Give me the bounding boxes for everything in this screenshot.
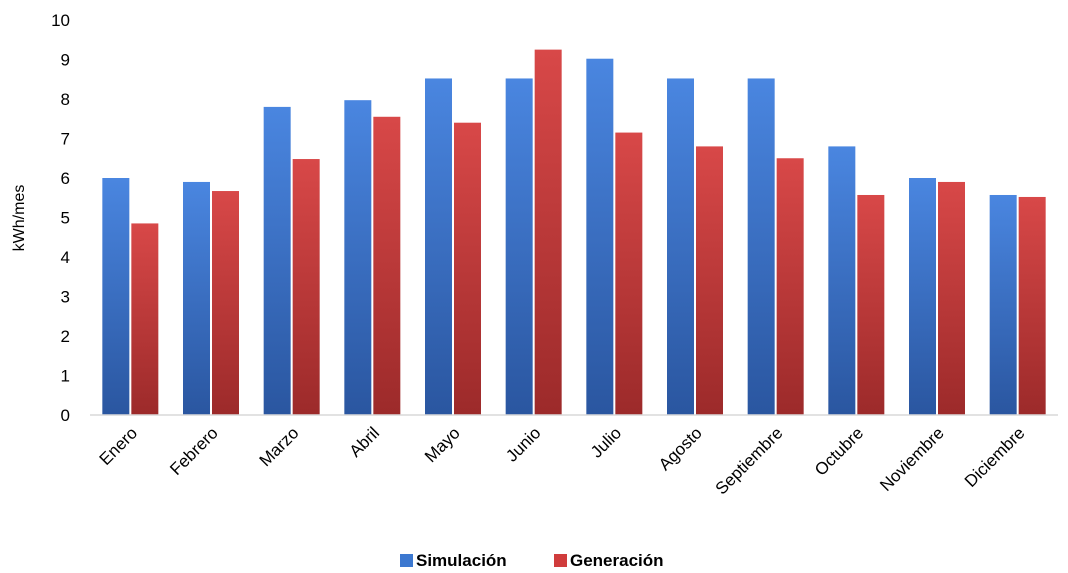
legend-swatch: [400, 554, 413, 567]
y-tick-label: 10: [51, 11, 70, 30]
y-tick-label: 1: [61, 367, 70, 386]
bar-simulacion-septiembre: [747, 78, 775, 416]
bar-simulacion-julio: [586, 58, 614, 416]
y-tick-label: 4: [61, 248, 70, 267]
bar-simulacion-diciembre: [989, 194, 1017, 415]
bar-generacion-mayo: [454, 122, 481, 415]
x-tick-label: Noviembre: [876, 423, 948, 495]
x-tick-label: Enero: [96, 423, 142, 469]
bar-simulacion-noviembre: [909, 178, 936, 415]
y-tick-label: 9: [61, 51, 70, 70]
x-tick-label: Abril: [346, 423, 383, 460]
legend-swatch: [554, 554, 567, 567]
legend: Simulación Generación: [400, 551, 664, 570]
bar-simulacion-junio: [505, 78, 533, 416]
y-axis-ticks: 0 1 2 3 4 5 6 7 8 9 10: [51, 11, 70, 425]
x-tick-label: Junio: [502, 423, 544, 465]
bar-simulacion-febrero: [183, 181, 210, 415]
bar-generacion-marzo: [292, 159, 320, 415]
bar-generacion-junio: [534, 49, 562, 415]
y-tick-label: 7: [61, 130, 70, 149]
y-tick-label: 0: [61, 406, 70, 425]
bar-simulacion-marzo: [263, 106, 291, 416]
bar-simulacion-enero: [102, 178, 130, 415]
bars: [102, 49, 1046, 416]
bar-generacion-septiembre: [776, 158, 804, 415]
bar-generacion-enero: [131, 223, 159, 415]
y-tick-label: 3: [61, 288, 70, 307]
bar-generacion-agosto: [696, 146, 723, 415]
y-tick-label: 2: [61, 327, 70, 346]
legend-label: Generación: [570, 551, 664, 570]
y-axis-title: kWh/mes: [11, 185, 28, 252]
x-tick-label: Febrero: [166, 423, 222, 479]
x-axis-ticks: Enero Febrero Marzo Abril Mayo Junio Julio Agos…: [96, 423, 1029, 498]
legend-label: Simulación: [416, 551, 507, 570]
x-tick-label: Mayo: [421, 423, 464, 466]
y-tick-label: 8: [61, 90, 70, 109]
x-tick-label: Agosto: [655, 423, 706, 474]
y-tick-label: 5: [61, 209, 70, 228]
bar-simulacion-abril: [344, 100, 372, 415]
x-tick-label: Octubre: [811, 423, 867, 479]
bar-simulacion-mayo: [425, 78, 452, 416]
x-tick-label: Julio: [587, 423, 625, 461]
x-tick-label: Marzo: [256, 423, 303, 470]
bar-generacion-julio: [615, 132, 643, 415]
x-tick-label: Diciembre: [961, 423, 1029, 491]
x-tick-label: Septiembre: [712, 423, 787, 498]
bar-simulacion-agosto: [667, 78, 694, 416]
bar-generacion-febrero: [212, 191, 239, 415]
bar-simulacion-octubre: [828, 146, 856, 415]
bar-generacion-diciembre: [1018, 196, 1046, 415]
bar-generacion-octubre: [857, 194, 885, 415]
bar-generacion-noviembre: [938, 181, 965, 415]
bar-generacion-abril: [373, 116, 401, 416]
y-tick-label: 6: [61, 169, 70, 188]
